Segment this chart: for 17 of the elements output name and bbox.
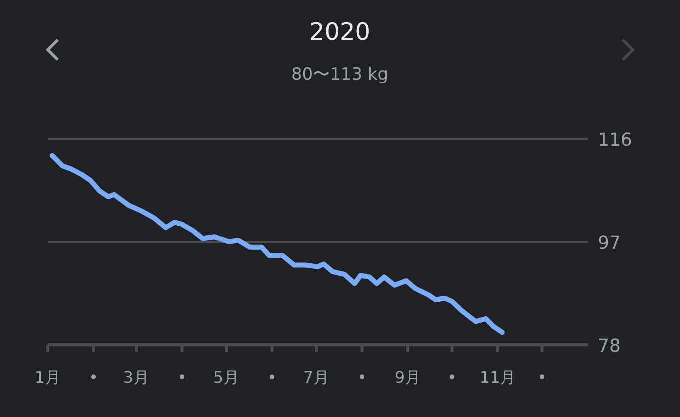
- x-tick-label: 9月: [394, 368, 422, 387]
- x-tick-label: 3月: [123, 368, 150, 387]
- x-tick-label: •: [89, 368, 98, 387]
- chart-title: 2020: [309, 18, 371, 46]
- x-tick-label: 7月: [303, 368, 330, 387]
- x-tick-label: •: [538, 368, 547, 387]
- chart-subtitle: 80〜113 kg: [291, 65, 389, 85]
- x-tick-label: 11月: [480, 368, 516, 387]
- x-tick-label: •: [358, 368, 367, 387]
- y-tick-label: 78: [598, 336, 621, 357]
- x-tick-label: •: [268, 368, 277, 387]
- x-tick-label: 5月: [213, 368, 240, 387]
- y-tick-label: 116: [598, 130, 632, 151]
- x-tick-label: 1月: [34, 368, 62, 387]
- x-tick-label: •: [178, 368, 187, 387]
- y-tick-label: 97: [598, 233, 621, 254]
- x-tick-label: •: [448, 368, 457, 387]
